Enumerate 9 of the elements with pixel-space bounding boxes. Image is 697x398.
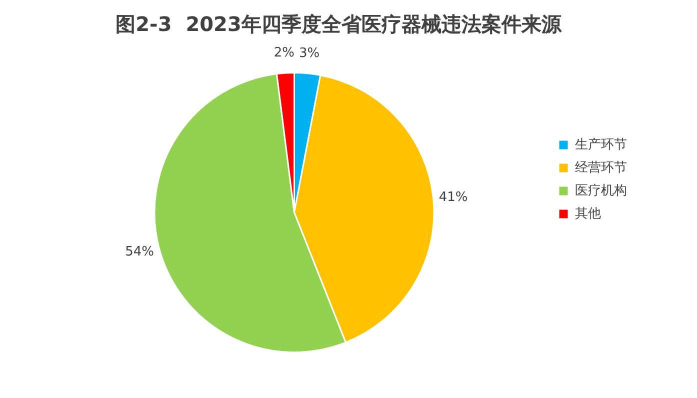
legend-label: 医疗机构 [575,183,627,198]
legend-label: 经营环节 [575,160,627,176]
data-label: 3% [298,46,320,61]
legend-label: 其他 [575,206,601,222]
chart-title: 图2-3 2023年四季度全省医疗器械违法案件来源 [116,12,562,36]
data-label: 54% [125,244,154,260]
legend-label: 生产环节 [575,137,627,152]
data-label: 41% [438,190,468,205]
data-label: 2% [274,45,295,60]
